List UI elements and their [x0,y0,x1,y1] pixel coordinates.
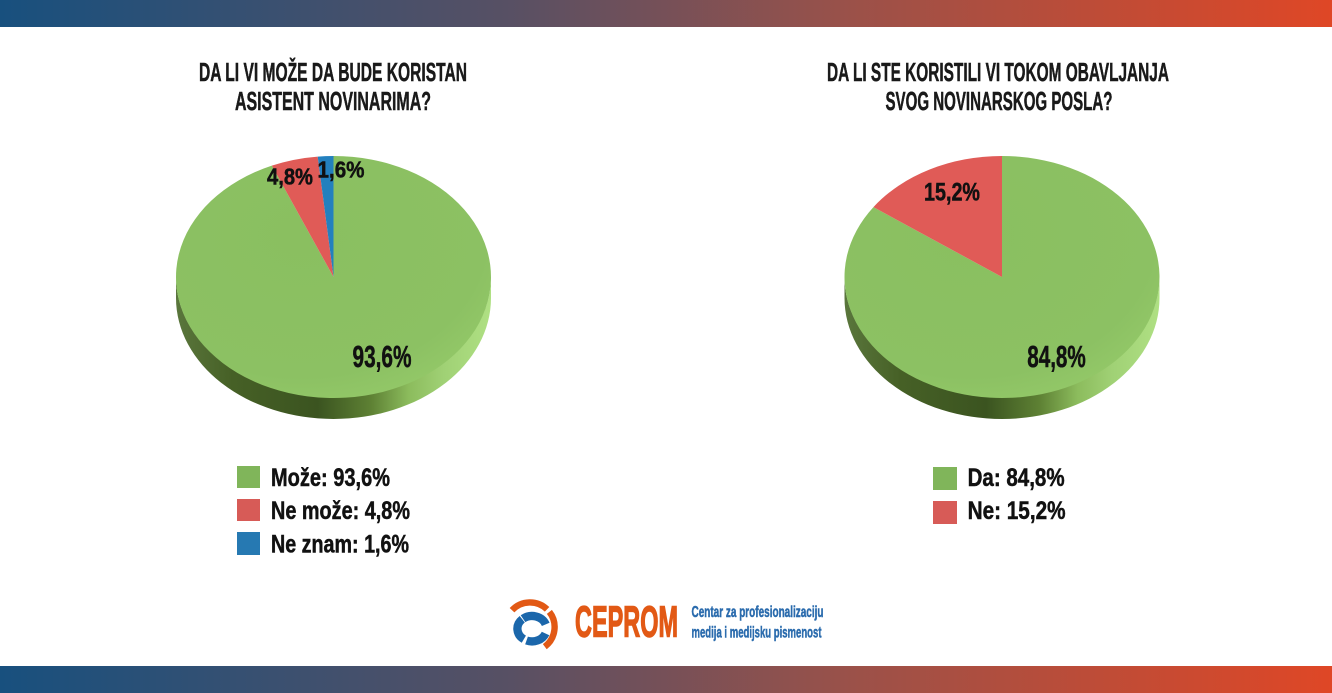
svg-text:84,8%: 84,8% [1027,339,1086,374]
svg-text:CEPROM: CEPROM [575,598,678,647]
svg-text:ASISTENT NOVINARIMA?: ASISTENT NOVINARIMA? [235,86,431,116]
svg-text:93,6%: 93,6% [353,339,412,374]
svg-text:DA LI VI MOŽE DA BUDE KORISTAN: DA LI VI MOŽE DA BUDE KORISTAN [199,57,467,87]
svg-text:DA LI STE KORISTILI VI TOKOM O: DA LI STE KORISTILI VI TOKOM OBAVLJANJA [827,57,1169,87]
svg-text:SVOG NOVINARSKOG POSLA?: SVOG NOVINARSKOG POSLA? [886,86,1113,116]
svg-text:15,2%: 15,2% [924,178,980,206]
svg-text:1,6%: 1,6% [318,157,365,183]
svg-text:Ne: 15,2%: Ne: 15,2% [968,497,1066,525]
svg-text:Može: 93,6%: Može: 93,6% [271,464,390,492]
svg-text:4,8%: 4,8% [267,164,313,190]
svg-text:Ne znam: 1,6%: Ne znam: 1,6% [271,531,409,559]
svg-text:Ne može: 4,8%: Ne može: 4,8% [271,497,410,525]
svg-text:Centar za profesionalizaciju: Centar za profesionalizaciju [692,604,824,621]
svg-text:Da: 84,8%: Da: 84,8% [968,464,1065,492]
svg-text:medija i medijsku pismenost: medija i medijsku pismenost [692,625,822,642]
